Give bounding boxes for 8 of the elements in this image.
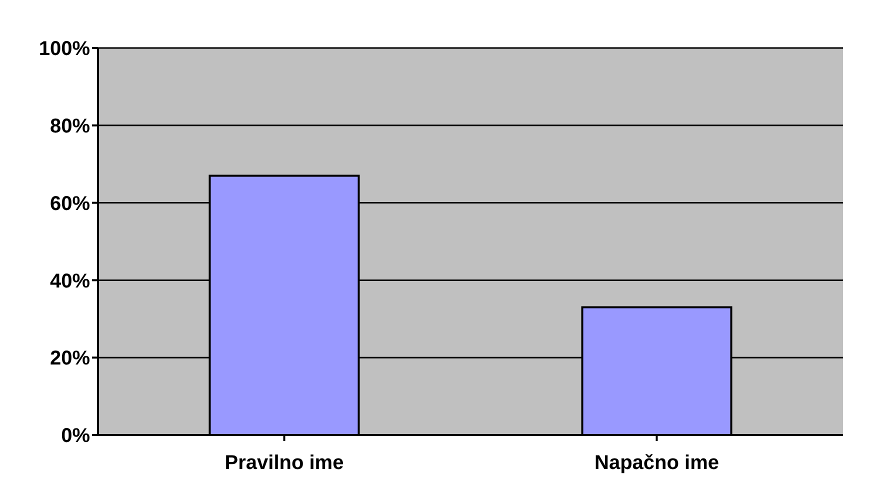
y-tick-label: 60% bbox=[50, 192, 90, 215]
y-tick-label: 20% bbox=[50, 348, 90, 370]
x-tick-label: Napačno ime bbox=[594, 452, 719, 474]
y-tick-label: 0% bbox=[61, 425, 90, 448]
x-tick-label: Pravilno ime bbox=[224, 452, 344, 474]
y-tick-label: 80% bbox=[50, 116, 90, 138]
y-tick-label: 40% bbox=[50, 270, 90, 292]
y-tick-label: 100% bbox=[38, 38, 90, 60]
